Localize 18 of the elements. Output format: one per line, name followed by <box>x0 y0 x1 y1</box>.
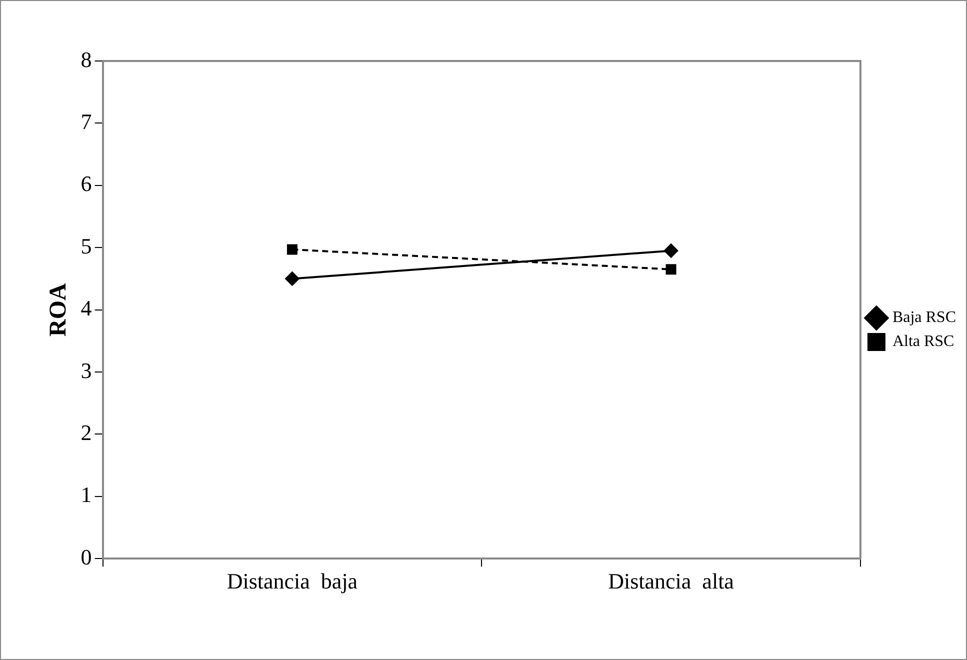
point <box>664 244 678 258</box>
y-tick-label: 7 <box>80 108 92 134</box>
x-tick-label: Distancia baja <box>226 568 358 594</box>
point <box>285 272 300 286</box>
y-tick-label: 2 <box>80 420 92 445</box>
y-axis-title: ROA <box>46 282 72 336</box>
point <box>286 244 298 255</box>
legend-label: Alta RSC <box>892 333 954 350</box>
y-tick-label: 6 <box>80 171 92 196</box>
x-tick-label: Distancia alta <box>608 568 734 594</box>
y-tick-label: 8 <box>80 46 92 72</box>
legend-label: Baja RSC <box>892 309 956 326</box>
y-tick-label: 1 <box>80 482 92 508</box>
point <box>666 264 676 275</box>
y-tick-label: 0 <box>80 544 92 570</box>
y-tick-label: 5 <box>80 233 92 258</box>
y-tick-label: 4 <box>80 296 92 321</box>
y-tick-label: 3 <box>80 358 92 383</box>
